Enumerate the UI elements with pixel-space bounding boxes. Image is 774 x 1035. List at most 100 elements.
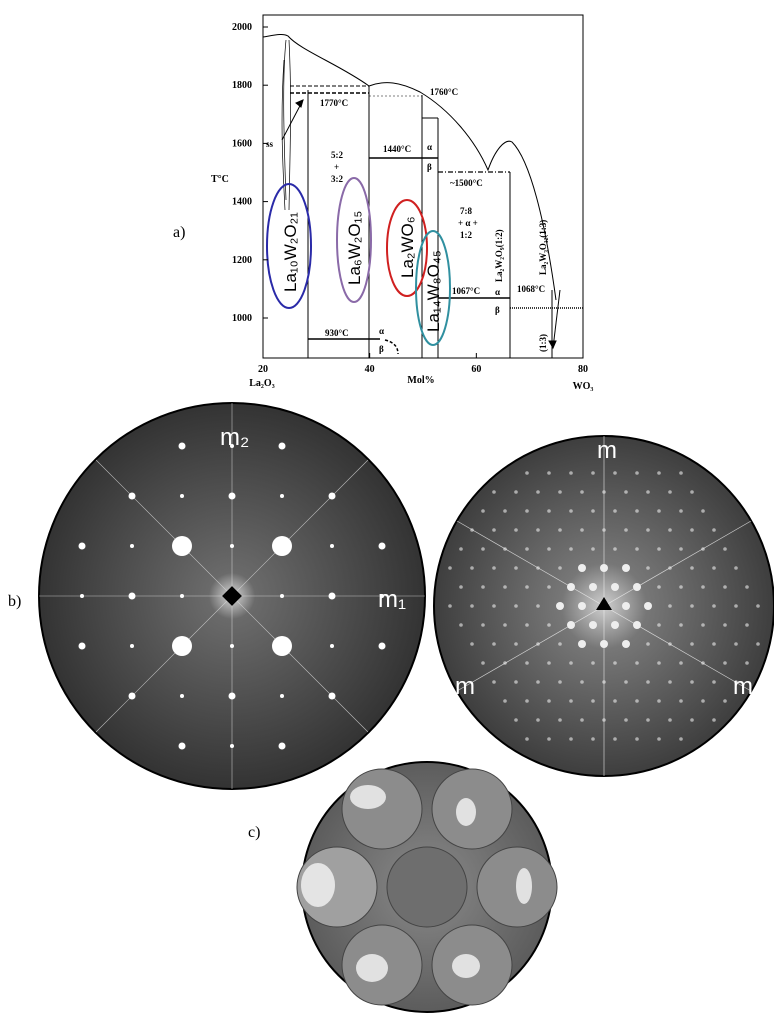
spot [536, 490, 540, 494]
spot [668, 642, 672, 646]
spot [569, 471, 573, 475]
spot [172, 536, 192, 556]
spot [701, 547, 705, 551]
spot [679, 623, 683, 627]
spot [567, 583, 575, 591]
spot [525, 547, 529, 551]
spot [536, 604, 540, 608]
spot [492, 566, 496, 570]
spot [525, 585, 529, 589]
spot [712, 642, 716, 646]
cbed-pattern [296, 761, 558, 1013]
spot [448, 566, 452, 570]
spot [378, 542, 386, 550]
spot [580, 490, 584, 494]
spot [525, 623, 529, 627]
annotation: α [427, 142, 432, 152]
spot [128, 592, 136, 600]
spot [536, 680, 540, 684]
spot [657, 585, 661, 589]
spot [547, 699, 551, 703]
spot [536, 528, 540, 532]
y-tick-label: 1800 [232, 80, 252, 91]
phase-label: La₆W₂O₁₅ [345, 211, 364, 285]
spot [470, 566, 474, 570]
spot [635, 509, 639, 513]
spot [624, 528, 628, 532]
spot [328, 492, 336, 500]
spot [701, 623, 705, 627]
spot [602, 680, 606, 684]
x-start-label: La₂O₃ [249, 378, 274, 389]
spot [611, 621, 619, 629]
annotation: 5:2 [331, 150, 343, 160]
spot [613, 699, 617, 703]
spot [668, 490, 672, 494]
spot [492, 528, 496, 532]
diffraction-left [38, 402, 426, 790]
spot [481, 661, 485, 665]
arrowhead [295, 99, 304, 108]
spot [569, 509, 573, 513]
spot [230, 644, 234, 648]
spot [525, 661, 529, 665]
spot [178, 442, 186, 450]
spot [591, 661, 595, 665]
annotation: 1760°C [430, 87, 458, 97]
spot [657, 547, 661, 551]
arrow [281, 99, 304, 141]
spot [657, 471, 661, 475]
spot [657, 699, 661, 703]
spot [470, 604, 474, 608]
spot [600, 564, 608, 572]
spot [459, 585, 463, 589]
spot [635, 471, 639, 475]
spot [569, 699, 573, 703]
spot [230, 744, 234, 748]
y-tick-label: 2000 [232, 22, 252, 33]
spot [633, 621, 641, 629]
spot [514, 718, 518, 722]
spot [622, 602, 630, 610]
annotation: 930°C [325, 328, 349, 338]
x-tick-label: 20 [258, 364, 268, 375]
spot [547, 737, 551, 741]
spot [712, 680, 716, 684]
spot [668, 604, 672, 608]
spot [602, 528, 606, 532]
spot [734, 642, 738, 646]
y-tick-label: 1200 [232, 255, 252, 266]
spot [80, 594, 84, 598]
spot [668, 528, 672, 532]
spot [635, 547, 639, 551]
spot [723, 547, 727, 551]
plot-frame [262, 14, 584, 359]
spot [514, 604, 518, 608]
mirror-label: m₁ [378, 586, 406, 613]
spot [635, 661, 639, 665]
spot [380, 594, 384, 598]
spot [278, 442, 286, 450]
spot [547, 585, 551, 589]
spot [701, 509, 705, 513]
arrow [552, 289, 561, 349]
annotation: (1:3) [538, 334, 548, 352]
spot [378, 642, 386, 650]
spot [180, 694, 184, 698]
panel-label: b) [8, 593, 21, 610]
spot [547, 471, 551, 475]
spot [492, 490, 496, 494]
spot [230, 444, 234, 448]
spot [611, 583, 619, 591]
spot [646, 490, 650, 494]
annotation: ss [266, 139, 274, 149]
spot [558, 642, 562, 646]
spot [745, 661, 749, 665]
spot [128, 492, 136, 500]
phase-label: La₂WO₆ [398, 216, 417, 278]
spot [172, 636, 192, 656]
spot [679, 661, 683, 665]
annotation: 1770°C [320, 98, 348, 108]
spot [602, 490, 606, 494]
